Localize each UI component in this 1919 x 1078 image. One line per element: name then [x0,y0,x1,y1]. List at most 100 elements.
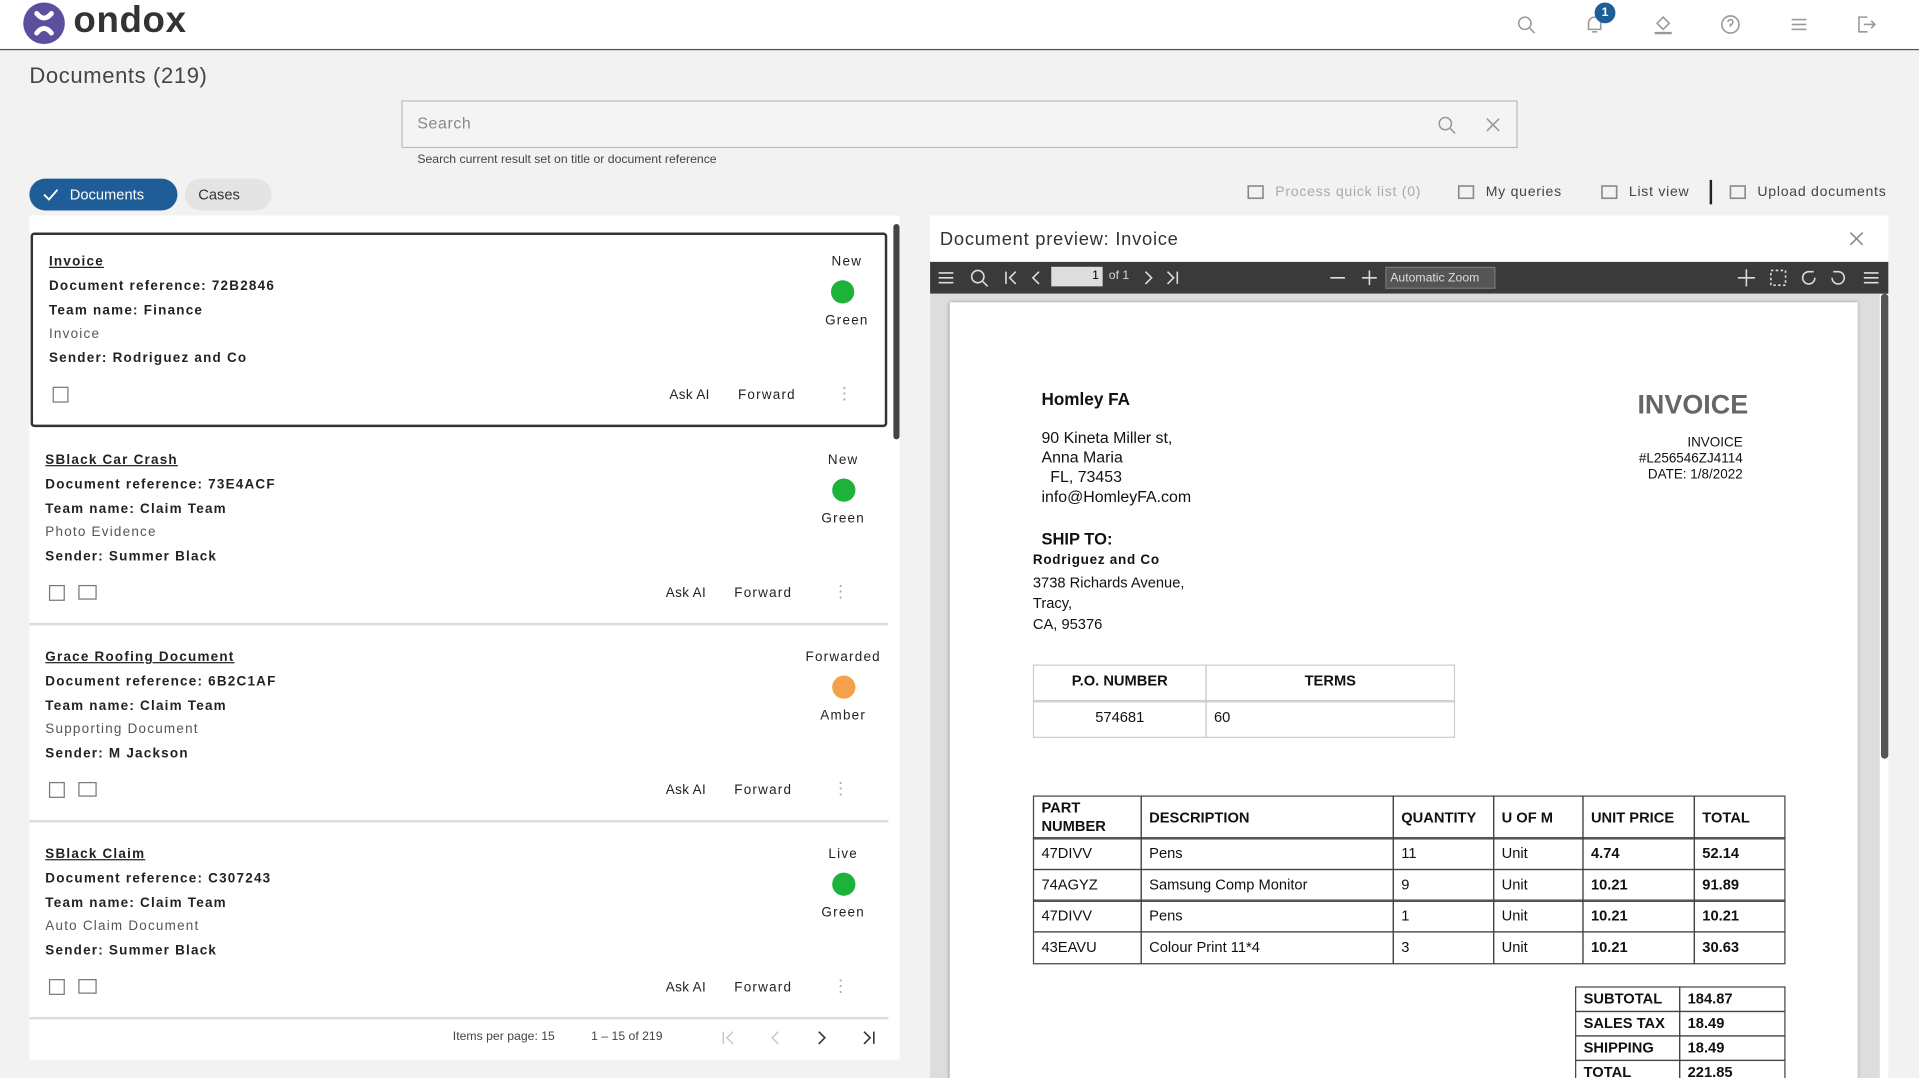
ship-to-label: SHIP TO: [1041,529,1113,549]
totals-cell: 18.49 [1679,1035,1786,1062]
scrollbar [893,223,900,440]
items-cell: 10.21 [1582,868,1695,902]
card-icon [48,782,65,798]
last[interactable] [1161,267,1183,289]
card-title: Grace Roofing Document [45,649,235,665]
status: New [831,254,863,270]
po-header: P.O. NUMBER [1032,664,1207,703]
ask-ai-button[interactable]: Ask AI [665,586,707,601]
totals-cell: SALES TAX [1575,1010,1681,1037]
first-page[interactable] [717,1027,739,1049]
search-box[interactable]: Search [401,100,1518,149]
items-header: PART NUMBER [1032,795,1142,840]
page-input[interactable]: 1 [1051,266,1103,287]
totals-cell: TOTAL [1575,1059,1681,1078]
items-cell: 47DIVV [1032,837,1142,871]
download-icon[interactable] [1652,13,1674,35]
find[interactable] [968,267,990,289]
select[interactable] [1767,267,1789,289]
items-cell: 11 [1392,837,1495,871]
toolbar-button[interactable]: Upload documents [1757,184,1887,200]
items-cell: Pens [1140,899,1394,933]
page-title: Documents (219) [29,63,208,89]
ship-to-line: Tracy, [1032,594,1073,612]
search-placeholder: Search [417,113,472,133]
logout-icon[interactable] [1855,13,1877,35]
ask-ai-button[interactable]: Ask AI [669,387,710,403]
close-preview[interactable] [1845,228,1867,250]
ask-ai-button[interactable]: Ask AI [665,783,707,798]
prev[interactable] [1026,267,1048,289]
toolbar-icon[interactable] [1727,181,1749,203]
items-header: TOTAL [1693,795,1786,840]
first[interactable] [1000,267,1022,289]
next[interactable] [1137,267,1159,289]
document-card[interactable]: SBlack Car Crash Document reference: 73E4… [29,433,889,626]
rotate-ccw[interactable] [1827,267,1849,289]
viewer-scrollbar [1880,293,1889,759]
logo-mark [23,2,65,45]
items-cell: 91.89 [1693,868,1786,902]
tools[interactable] [1860,267,1882,289]
move[interactable] [1735,267,1757,289]
sidebar-toggle[interactable] [935,267,957,289]
document-card[interactable]: Grace Roofing Document Document reference… [29,630,889,823]
card-team: Team name: Claim Team [45,698,227,713]
forward-button[interactable]: Forward [734,980,793,995]
forward-button[interactable]: Forward [734,783,793,798]
last-page[interactable] [858,1027,880,1049]
documents-tab[interactable]: Documents [29,178,178,211]
more-button[interactable]: ⋮ [832,581,850,601]
next-page[interactable] [810,1027,832,1049]
toolbar-icon[interactable] [1598,181,1620,203]
cases-tab[interactable]: Cases [184,178,272,211]
case-icon [78,782,97,797]
status: Forwarded [805,649,881,665]
card-reference: Document reference: 72B2846 [48,279,276,294]
items-cell: 3 [1392,930,1495,964]
rag-label: Green [821,511,865,527]
card-type: Invoice [48,326,101,342]
card-team: Team name: Claim Team [45,501,227,516]
more-button[interactable]: ⋮ [832,975,850,995]
more-button[interactable]: ⋮ [835,383,853,403]
more-button[interactable]: ⋮ [832,778,850,798]
zoom-out[interactable] [1327,267,1349,289]
document-card[interactable]: Invoice Document reference: 72B2846 Team n… [30,232,888,428]
search-icon[interactable] [1515,13,1537,35]
prev-page[interactable] [765,1027,787,1049]
menu-icon[interactable] [1788,13,1810,35]
document-card[interactable]: SBlack Claim Document reference: C307243 T… [29,827,889,1020]
forward-button[interactable]: Forward [737,387,796,403]
forward-button[interactable]: Forward [734,586,793,601]
address-line: info@HomleyFA.com [1041,487,1192,506]
totals-cell: 184.87 [1679,986,1786,1013]
toolbar-button[interactable]: List view [1628,184,1690,200]
status-dot [832,478,856,502]
card-icon [48,584,65,601]
items-header: QUANTITY [1392,795,1495,840]
toolbar-button[interactable]: My queries [1485,184,1562,200]
invoice-page: Homley FA 90 Kineta Miller st, Anna Maria … [949,302,1858,1078]
ask-ai-button[interactable]: Ask AI [665,980,707,995]
search-button[interactable] [1436,114,1458,136]
rotate-cw[interactable] [1798,267,1820,289]
toolbar-icon[interactable] [1245,181,1267,203]
status-dot [832,675,856,699]
items-cell: Samsung Comp Monitor [1140,868,1394,902]
clear-button[interactable] [1482,114,1504,136]
items-cell: 9 [1392,868,1495,902]
toolbar-button[interactable]: Process quick list (0) [1275,184,1422,200]
logo-text: ondox [73,0,187,41]
case-icon [78,979,97,994]
toolbar-icon[interactable] [1455,181,1477,203]
help-icon[interactable] [1719,13,1741,35]
page-range: 1 – 15 of 219 [591,1030,663,1044]
zoom-in[interactable] [1358,267,1380,289]
ship-to-line: 3738 Richards Avenue, [1032,573,1185,592]
zoom-select[interactable]: Automatic Zoom [1385,266,1496,289]
rag-label: Amber [820,708,867,724]
items-cell: 74AGYZ [1032,868,1142,902]
divider [1709,179,1713,205]
po-cell: 574681 [1032,700,1207,738]
